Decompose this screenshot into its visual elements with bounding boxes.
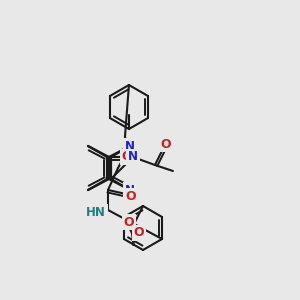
Text: N: N [125, 140, 135, 152]
Text: O: O [122, 151, 132, 164]
Text: HN: HN [86, 206, 106, 218]
Text: N: N [125, 184, 135, 196]
Text: O: O [134, 226, 144, 239]
Text: O: O [124, 215, 134, 229]
Text: N: N [128, 151, 138, 164]
Text: O: O [160, 137, 171, 151]
Text: O: O [126, 190, 136, 202]
